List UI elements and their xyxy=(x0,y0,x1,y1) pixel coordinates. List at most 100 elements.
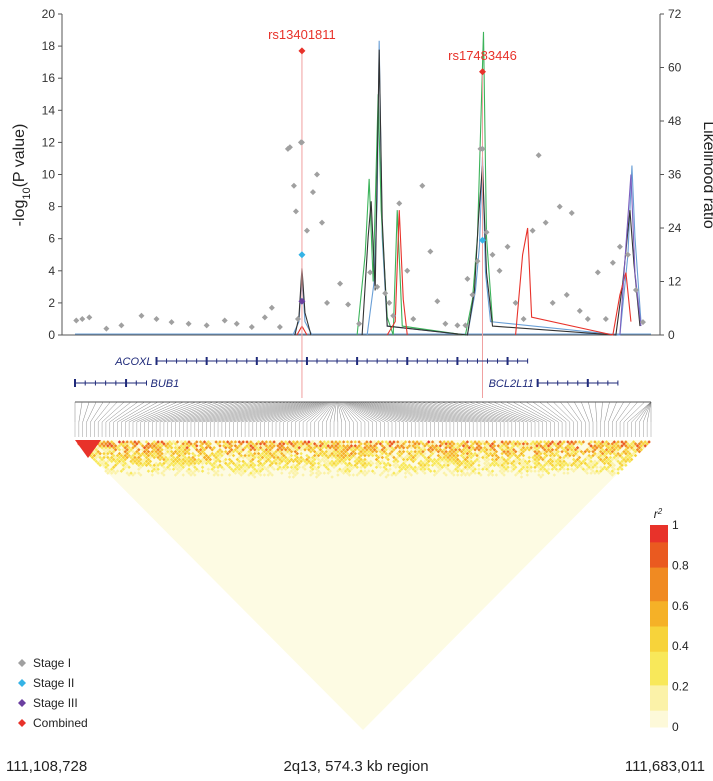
ld-cell xyxy=(150,473,155,477)
ld-cell xyxy=(413,449,417,454)
ld-cell xyxy=(585,447,589,452)
ld-cell xyxy=(397,465,402,469)
ld-cell xyxy=(436,453,441,458)
ld-cell xyxy=(455,449,460,454)
ld-cell xyxy=(307,447,311,452)
ld-cell xyxy=(380,455,385,460)
ld-cell xyxy=(233,463,238,468)
marker-connector xyxy=(421,401,489,423)
ld-cell xyxy=(109,451,114,456)
ld-cell xyxy=(573,467,578,471)
ld-cell xyxy=(183,451,187,456)
ld-cell xyxy=(502,442,506,446)
ld-cell xyxy=(546,467,551,471)
ld-cell xyxy=(162,465,166,469)
ld-cell xyxy=(102,459,106,464)
ld-cell xyxy=(500,463,504,468)
ld-cell xyxy=(212,461,216,466)
ld-cell xyxy=(481,455,485,460)
ld-cell xyxy=(324,465,329,469)
ld-cell xyxy=(109,467,114,471)
ld-cell xyxy=(428,446,433,450)
ld-cell xyxy=(374,453,379,458)
ld-cell xyxy=(425,461,429,466)
ld-cell xyxy=(303,459,307,464)
ld-cell xyxy=(428,469,433,473)
ld-cell xyxy=(167,451,172,456)
point-stage-i xyxy=(632,287,639,294)
ld-cell xyxy=(303,440,307,444)
ld-cell xyxy=(552,465,557,469)
ld-cell xyxy=(525,473,530,477)
ld-cell xyxy=(502,461,506,466)
ld-cell xyxy=(459,473,464,477)
ld-cell xyxy=(515,455,520,460)
ld-cell xyxy=(295,447,300,452)
ld-cell xyxy=(280,440,284,444)
ld-cell xyxy=(289,465,294,469)
marker-connector xyxy=(214,401,284,423)
ld-cell xyxy=(121,447,126,452)
marker-connector xyxy=(392,401,462,423)
ld-cell xyxy=(123,453,127,458)
ld-cell xyxy=(368,463,373,468)
ld-cell xyxy=(341,440,346,444)
ld-cell xyxy=(539,455,543,460)
ld-cell xyxy=(544,453,549,458)
ld-cell xyxy=(208,457,213,462)
ld-cell xyxy=(556,446,560,450)
ld-cell xyxy=(98,459,102,464)
ld-cell xyxy=(220,473,224,477)
ld-cell xyxy=(587,449,591,454)
ld-cell xyxy=(111,453,116,458)
ld-cell xyxy=(614,446,618,450)
ld-cell xyxy=(388,444,392,448)
ld-cell xyxy=(479,442,483,446)
ld-cell xyxy=(353,447,358,452)
ld-cell xyxy=(620,440,624,444)
ld-cell xyxy=(253,463,257,468)
ld-cell xyxy=(384,447,388,452)
ld-cell xyxy=(512,463,516,468)
ld-cell xyxy=(428,449,433,454)
ld-cell xyxy=(278,461,282,466)
ld-cell xyxy=(380,451,385,456)
marker-connector xyxy=(499,401,543,423)
ld-cell xyxy=(633,442,638,446)
marker-connector xyxy=(487,401,536,423)
ld-cell xyxy=(452,457,456,462)
ld-cell xyxy=(289,457,294,462)
ld-cell xyxy=(407,451,412,456)
r2-color-band xyxy=(650,668,668,677)
ld-cell xyxy=(233,467,238,471)
ld-cell xyxy=(500,455,504,460)
ld-cell xyxy=(262,442,267,446)
marker-connector xyxy=(86,401,97,423)
ld-cell xyxy=(519,440,524,444)
marker-connector xyxy=(105,401,132,423)
marker-connector xyxy=(194,401,264,423)
ld-cell xyxy=(399,451,404,456)
ld-cell xyxy=(407,471,412,475)
ld-cell xyxy=(299,447,303,452)
ld-cell xyxy=(102,444,106,448)
ld-cell xyxy=(496,455,501,460)
ld-cell xyxy=(486,461,491,466)
ld-cell xyxy=(270,465,274,469)
likelihood-ratio-lines xyxy=(75,31,651,336)
ld-cell xyxy=(94,459,99,464)
ld-cell xyxy=(564,446,568,450)
region-label: 2q13, 574.3 kb region xyxy=(283,758,428,775)
ld-cell xyxy=(301,446,305,450)
marker-connector xyxy=(408,401,478,423)
ld-cell xyxy=(131,449,135,454)
ld-cell xyxy=(527,444,531,448)
ld-cell xyxy=(626,457,630,462)
ld-cell xyxy=(595,446,599,450)
ld-cell xyxy=(618,465,622,469)
ld-cell xyxy=(599,457,603,462)
ld-cell xyxy=(311,440,315,444)
ld-cell xyxy=(560,457,564,462)
ld-cell xyxy=(276,451,280,456)
ld-cell xyxy=(606,461,611,466)
